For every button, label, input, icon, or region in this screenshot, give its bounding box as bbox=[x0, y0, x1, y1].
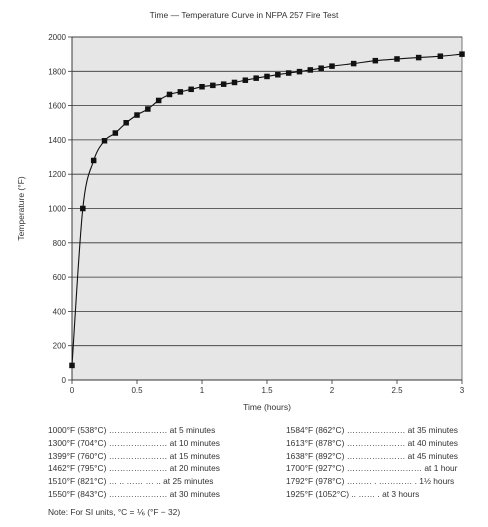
data-point bbox=[264, 73, 270, 80]
y-tick-label: 1000 bbox=[48, 205, 66, 214]
y-tick-label: 200 bbox=[53, 342, 67, 351]
table-row: 1399°F (760°C) ………………… at 15 minutes bbox=[48, 450, 220, 461]
y-tick-label: 0 bbox=[62, 376, 67, 385]
data-point bbox=[134, 112, 140, 118]
x-tick-label: 1.5 bbox=[261, 386, 273, 395]
data-point bbox=[253, 75, 259, 81]
data-point bbox=[112, 130, 119, 136]
table-row: 1300°F (704°C) ………………… at 10 minutes bbox=[48, 437, 220, 448]
y-tick-label: 1400 bbox=[48, 136, 66, 145]
y-tick-label: 2000 bbox=[48, 33, 66, 42]
data-point bbox=[123, 120, 129, 126]
y-tick-label: 600 bbox=[53, 273, 67, 282]
data-point bbox=[155, 97, 162, 104]
data-point bbox=[307, 67, 314, 73]
x-tick-label: 1 bbox=[200, 386, 205, 395]
table-row: 1925°F (1052°C) .. …… . at 3 hours bbox=[286, 488, 420, 499]
data-point bbox=[166, 91, 173, 98]
x-axis-label: Time (hours) bbox=[243, 402, 291, 412]
data-markers bbox=[69, 51, 465, 369]
y-tick-label: 800 bbox=[53, 239, 67, 248]
table-row: 1700°F (927°C) ……………………… at 1 hour bbox=[286, 463, 458, 474]
data-point bbox=[80, 205, 86, 212]
table-row: 1510°F (821°C) … .. …… … .. at 25 minute… bbox=[48, 476, 214, 487]
data-point bbox=[296, 68, 303, 75]
data-point bbox=[220, 81, 227, 87]
y-axis-label: Temperature (°F) bbox=[16, 176, 26, 241]
table-row: 1792°F (978°C) ……… . ………… . 1½ hours bbox=[286, 476, 455, 487]
data-point bbox=[177, 89, 184, 95]
data-point bbox=[318, 65, 324, 71]
data-point bbox=[199, 83, 205, 90]
line-chart: 0 0.5 1 1.5 2 2.5 3 0 200 400 600 800 1000 1200 1400 1… bbox=[16, 33, 465, 412]
data-point bbox=[415, 54, 422, 61]
x-tick-label: 2 bbox=[330, 386, 335, 395]
y-axis: 0 200 400 600 800 1000 1200 1400 1600 1800 2000 bbox=[48, 33, 73, 385]
data-point bbox=[210, 82, 216, 89]
data-point bbox=[285, 70, 292, 76]
table-row: 1613°F (878°C) ………………… at 40 minutes bbox=[286, 437, 458, 448]
chart-title: Time — Temperature Curve in NFPA 257 Fir… bbox=[149, 10, 339, 20]
table-row: 1000°F (538°C) ………………… at 5 minutes bbox=[48, 425, 216, 435]
data-point bbox=[372, 57, 379, 64]
temperature-table-right: 1584°F (862°C) ………………… at 35 minutes 161… bbox=[286, 424, 462, 501]
temperature-table-left: 1000°F (538°C) ………………… at 5 minutes 1300… bbox=[48, 424, 220, 501]
data-point bbox=[188, 86, 194, 93]
data-point bbox=[145, 106, 151, 112]
y-tick-label: 400 bbox=[53, 307, 67, 316]
x-axis: 0 0.5 1 1.5 2 2.5 3 bbox=[70, 379, 465, 395]
data-point bbox=[69, 362, 75, 369]
table-row: 1550°F (843°C) ………………… at 30 minutes bbox=[48, 488, 220, 499]
data-point bbox=[101, 138, 108, 144]
data-point bbox=[437, 53, 444, 59]
x-tick-label: 0 bbox=[70, 386, 75, 395]
data-point bbox=[231, 79, 238, 86]
data-point bbox=[394, 56, 400, 62]
data-point bbox=[275, 71, 281, 78]
y-tick-label: 1800 bbox=[48, 67, 66, 76]
grid-lines bbox=[72, 36, 462, 347]
x-tick-label: 0.5 bbox=[131, 386, 143, 395]
x-tick-label: 2.5 bbox=[391, 386, 403, 395]
data-point bbox=[350, 60, 357, 67]
y-tick-label: 1600 bbox=[48, 102, 66, 111]
data-point bbox=[329, 63, 335, 69]
data-point bbox=[90, 157, 97, 164]
x-tick-label: 3 bbox=[460, 386, 465, 395]
table-row: 1584°F (862°C) ………………… at 35 minutes bbox=[286, 425, 458, 435]
data-point bbox=[242, 77, 249, 83]
y-tick-label: 1200 bbox=[48, 170, 66, 179]
si-units-note: Note: For SI units, °C = ⅙ (°F − 32) bbox=[48, 507, 181, 517]
table-row: 1638°F (892°C) ………………… at 45 minutes bbox=[286, 450, 458, 461]
data-point bbox=[459, 51, 465, 57]
table-row: 1462°F (795°C) ………………… at 20 minutes bbox=[48, 463, 220, 474]
